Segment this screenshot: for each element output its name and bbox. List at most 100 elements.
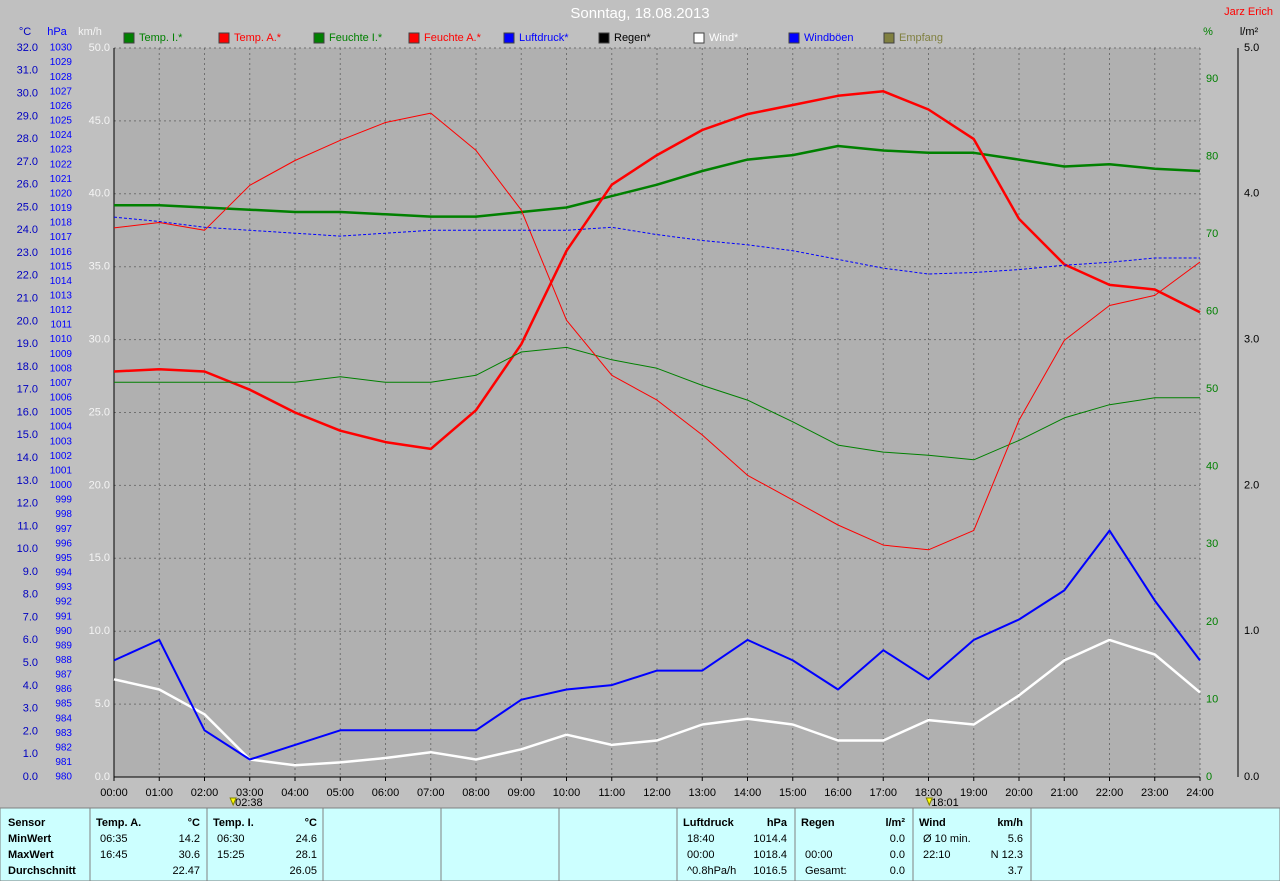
y-tick-label: 989 bbox=[55, 640, 72, 651]
x-tick-label: 16:00 bbox=[824, 787, 852, 799]
x-tick-label: 11:00 bbox=[598, 787, 625, 799]
series-line bbox=[113, 216, 1200, 275]
y-tick-label: 1020 bbox=[50, 188, 73, 199]
y-tick-label: 5.0 bbox=[1244, 42, 1259, 54]
y-tick-label: 11.0 bbox=[17, 520, 38, 532]
x-tick-label: 02:00 bbox=[191, 787, 219, 799]
y-tick-label: 25.0 bbox=[89, 406, 110, 418]
y-tick-label: 990 bbox=[55, 626, 72, 637]
series-line bbox=[113, 529, 1201, 761]
cell-label: 06:30 bbox=[217, 833, 245, 845]
y-tick-label: 1019 bbox=[50, 203, 73, 214]
y-tick-label: 20.0 bbox=[89, 479, 110, 491]
row-label: MaxWert bbox=[8, 849, 54, 861]
group-unit: km/h bbox=[997, 817, 1023, 829]
group-unit: °C bbox=[188, 817, 200, 829]
x-tick-label: 05:00 bbox=[326, 787, 354, 799]
y-tick-label: 1014 bbox=[50, 276, 73, 287]
legend-label: Wind* bbox=[709, 32, 739, 44]
y-tick-label: 1011 bbox=[50, 320, 72, 331]
marker-label: 02:38 bbox=[235, 797, 263, 809]
y-tick-label: 7.0 bbox=[23, 611, 38, 623]
x-tick-label: 09:00 bbox=[507, 787, 535, 799]
y-tick-label: 1007 bbox=[50, 378, 73, 389]
y-tick-label: 20.0 bbox=[17, 315, 38, 327]
y-tick-label: 10.0 bbox=[17, 543, 38, 555]
y-tick-label: 20 bbox=[1206, 616, 1218, 628]
series-line bbox=[114, 346, 1200, 461]
cell-value: 24.6 bbox=[296, 833, 317, 845]
plot-area bbox=[114, 48, 1200, 777]
x-tick-label: 04:00 bbox=[281, 787, 309, 799]
x-tick-label: 17:00 bbox=[869, 787, 897, 799]
series-line bbox=[114, 144, 1201, 218]
cell-label: 06:35 bbox=[100, 833, 128, 845]
x-tick-label: 18:00 bbox=[915, 787, 943, 799]
legend-label: Temp. A.* bbox=[234, 32, 282, 44]
cell-value: 30.6 bbox=[179, 849, 200, 861]
y-tick-label: 23.0 bbox=[17, 247, 38, 259]
y-tick-label: 60 bbox=[1206, 306, 1218, 318]
x-tick-label: 03:00 bbox=[236, 787, 264, 799]
legend-label: Feuchte I.* bbox=[329, 32, 383, 44]
y-tick-label: 4.0 bbox=[23, 680, 38, 692]
y-tick-label: 986 bbox=[55, 684, 72, 695]
y-tick-label: 1000 bbox=[50, 480, 73, 491]
cell-value: 0.0 bbox=[890, 833, 905, 845]
y-tick-label: 50 bbox=[1206, 383, 1218, 395]
y-tick-label: 1017 bbox=[50, 232, 73, 243]
y-tick-label: 993 bbox=[55, 582, 72, 593]
legend-swatch bbox=[218, 32, 230, 44]
y-tick-label: 992 bbox=[55, 597, 72, 608]
x-tick-label: 14:00 bbox=[734, 787, 762, 799]
row-label: Sensor bbox=[8, 817, 46, 829]
y-tick-label: 8.0 bbox=[23, 589, 38, 601]
cell-value: 0.0 bbox=[890, 849, 905, 861]
x-tick-label: 01:00 bbox=[145, 787, 173, 799]
y-tick-label: 991 bbox=[55, 611, 72, 622]
group-unit: hPa bbox=[767, 817, 788, 829]
series-line bbox=[113, 112, 1201, 551]
y-tick-label: 45.0 bbox=[89, 115, 110, 127]
y-tick-label: 40 bbox=[1206, 461, 1218, 473]
y-tick-label: 70 bbox=[1206, 228, 1218, 240]
y-tick-label: 999 bbox=[55, 495, 72, 506]
y-tick-label: 1.0 bbox=[1244, 625, 1259, 637]
x-tick-label: 12:00 bbox=[643, 787, 671, 799]
chart-title: Sonntag, 18.08.2013 bbox=[570, 5, 709, 22]
y-tick-label: 35.0 bbox=[89, 261, 110, 273]
row-label: MinWert bbox=[8, 833, 52, 845]
y-tick-label: 29.0 bbox=[17, 110, 38, 122]
marker bbox=[925, 797, 934, 807]
y-tick-label: 985 bbox=[55, 699, 72, 710]
y-tick-label: 1008 bbox=[50, 363, 73, 374]
cell-label: ^0.8hPa/h bbox=[687, 865, 736, 877]
marker bbox=[229, 797, 237, 807]
cell-label: 22:10 bbox=[923, 849, 951, 861]
stats-table bbox=[0, 807, 1280, 881]
cell-label: 00:00 bbox=[687, 849, 715, 861]
y-tick-label: 1026 bbox=[50, 101, 73, 112]
y-tick-label: 40.0 bbox=[89, 188, 110, 200]
row-label: Durchschnitt bbox=[8, 865, 76, 877]
y-tick-label: 27.0 bbox=[17, 156, 38, 168]
y-tick-label: 3.0 bbox=[1244, 334, 1259, 346]
legend-swatch bbox=[693, 32, 705, 44]
y-tick-label: 998 bbox=[55, 509, 72, 520]
y-tick-label: 995 bbox=[55, 553, 72, 564]
y-tick-label: 1009 bbox=[50, 349, 73, 360]
x-tick-label: 23:00 bbox=[1141, 787, 1169, 799]
x-tick-label: 00:00 bbox=[100, 787, 128, 799]
cell-value: 5.6 bbox=[1008, 833, 1023, 845]
y-tick-label: 19.0 bbox=[17, 338, 38, 350]
axis-unit: hPa bbox=[47, 26, 67, 38]
cell-value: 3.7 bbox=[1008, 865, 1023, 877]
x-tick-label: 24:00 bbox=[1186, 787, 1214, 799]
author: Jarz Erich bbox=[1224, 6, 1273, 18]
y-tick-label: 12.0 bbox=[17, 498, 38, 510]
y-tick-label: 18.0 bbox=[17, 361, 38, 373]
y-tick-label: 15.0 bbox=[17, 429, 38, 441]
legend-label: Luftdruck* bbox=[519, 32, 569, 44]
group-header: Wind bbox=[919, 817, 946, 829]
